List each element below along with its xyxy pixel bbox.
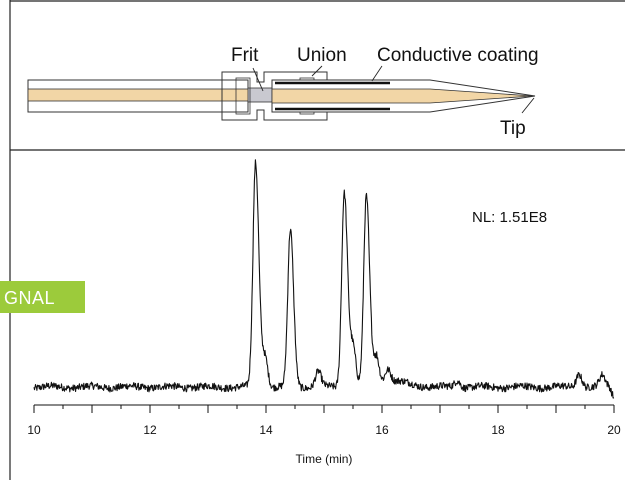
x-axis-label: Time (min) [296,452,353,466]
badge: GNAL [0,281,85,313]
label-union: Union [297,45,347,66]
series-line-chromatogram [33,159,615,399]
x-tick-labels: 10 12 14 16 18 20 [27,423,621,437]
x-tick-label: 16 [375,423,389,437]
emitter-channel [271,88,534,104]
label-frit: Frit [231,45,259,66]
x-tick-label: 18 [491,423,505,437]
leader-tip [521,97,535,114]
badge-text: GNAL [4,288,55,308]
chromatogram: 10 12 14 16 18 20 Time (min) NL: 1.51E8 [27,159,621,466]
leader-frit [252,67,264,92]
frit [247,87,273,103]
label-coating: Conductive coating [377,45,539,66]
emitter-diagram: Frit Union Conductive coating Tip [27,45,539,139]
capillary-left-channel [27,88,251,102]
label-tip: Tip [500,118,526,139]
union-body [221,71,328,121]
x-tick-label: 20 [607,423,621,437]
x-tick-label: 10 [27,423,41,437]
x-ticks [33,405,615,413]
leader-coating [371,65,383,82]
badge-bg [0,281,85,313]
x-tick-label: 12 [143,423,157,437]
leader-union [311,65,323,77]
nl-annotation: NL: 1.51E8 [472,209,547,226]
x-tick-label: 14 [259,423,273,437]
union-fitting-left [235,77,251,115]
panel-frame [9,0,625,480]
